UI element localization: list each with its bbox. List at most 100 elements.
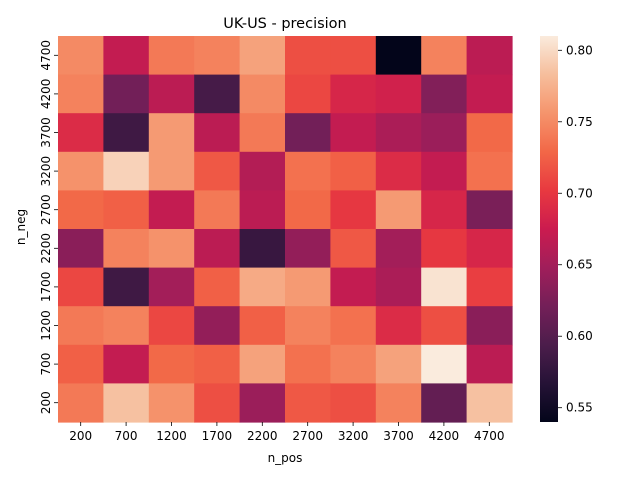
heatmap-cell-2200-3200 (330, 229, 377, 269)
heatmap-cell-2700-4700 (466, 190, 513, 230)
heatmap-cell-1700-700 (103, 267, 150, 307)
y-axis-label: n_neg (14, 209, 28, 245)
heatmap-cell-2200-200 (58, 229, 104, 269)
colorbar-tick-label: 0.75 (566, 115, 593, 129)
heatmap-cell-2200-1700 (194, 229, 241, 269)
heatmap-cell-2200-1200 (148, 229, 195, 269)
heatmap-cell-4700-1700 (194, 36, 241, 76)
heatmap-cell-1700-3700 (375, 267, 422, 307)
heatmap-cell-700-200 (58, 344, 104, 384)
heatmap-cells (58, 36, 513, 423)
heatmap-cell-700-1200 (148, 344, 195, 384)
heatmap-cell-700-700 (103, 344, 150, 384)
heatmap-cell-2700-4200 (421, 190, 468, 230)
heatmap-cell-3700-2200 (239, 113, 286, 153)
heatmap-cell-2700-3200 (330, 190, 377, 230)
heatmap-cell-200-4200 (421, 383, 468, 423)
y-tick-label: 1200 (39, 310, 53, 341)
x-tick-label: 200 (69, 429, 92, 443)
y-tick-label: 3700 (39, 117, 53, 148)
y-tick-label: 4700 (39, 40, 53, 71)
heatmap-cell-1200-1700 (194, 306, 241, 346)
heatmap-cell-700-3700 (375, 344, 422, 384)
y-tick-label: 200 (39, 391, 53, 414)
heatmap-cell-700-1700 (194, 344, 241, 384)
heatmap-cell-4200-200 (58, 74, 104, 114)
x-tick-label: 3700 (383, 429, 414, 443)
heatmap-cell-1200-700 (103, 306, 150, 346)
heatmap-cell-1700-1200 (148, 267, 195, 307)
heatmap-cell-4700-3200 (330, 36, 377, 76)
y-tick-label: 1700 (39, 272, 53, 303)
heatmap-cell-200-3700 (375, 383, 422, 423)
heatmap-cell-700-3200 (330, 344, 377, 384)
heatmap-cell-2200-700 (103, 229, 150, 269)
heatmap-cell-3200-2700 (285, 151, 331, 191)
heatmap-cell-2200-4200 (421, 229, 468, 269)
heatmap-cell-4700-700 (103, 36, 150, 76)
heatmap-cell-2200-2200 (239, 229, 286, 269)
heatmap-cell-4700-2700 (285, 36, 331, 76)
heatmap-cell-4200-4200 (421, 74, 468, 114)
heatmap-cell-3200-700 (103, 151, 150, 191)
heatmap-cell-3200-3700 (375, 151, 422, 191)
x-axis-label: n_pos (268, 451, 303, 465)
heatmap-cell-700-4200 (421, 344, 468, 384)
heatmap-cell-3200-4700 (466, 151, 513, 191)
heatmap-cell-2200-3700 (375, 229, 422, 269)
heatmap-cell-200-200 (58, 383, 104, 423)
heatmap-cell-1700-4700 (466, 267, 513, 307)
heatmap-cell-3700-700 (103, 113, 150, 153)
colorbar-ticks: 0.55 0.60 0.65 0.70 0.75 0.80 (558, 43, 593, 415)
heatmap-cell-1200-3700 (375, 306, 422, 346)
heatmap-cell-4200-700 (103, 74, 150, 114)
heatmap-cell-3700-3700 (375, 113, 422, 153)
heatmap-cell-2700-2200 (239, 190, 286, 230)
x-tick-label: 1700 (202, 429, 233, 443)
heatmap-cell-200-2200 (239, 383, 286, 423)
heatmap-cell-1700-3200 (330, 267, 377, 307)
y-tick-label: 3200 (39, 156, 53, 187)
heatmap-cell-1700-200 (58, 267, 104, 307)
heatmap-cell-3200-200 (58, 151, 104, 191)
heatmap-cell-4200-2200 (239, 74, 286, 114)
colorbar-tick-label: 0.80 (566, 43, 593, 57)
heatmap-cell-200-1700 (194, 383, 241, 423)
heatmap-cell-1200-4200 (421, 306, 468, 346)
x-axis-ticks: 200 700 1200 1700 2200 2700 3200 3700 4200 4700 (69, 422, 505, 443)
heatmap-cell-200-700 (103, 383, 150, 423)
colorbar-tick-label: 0.70 (566, 186, 593, 200)
heatmap-cell-3700-200 (58, 113, 104, 153)
y-axis-ticks: 4700 4200 3700 3200 2700 2200 1700 1200 700 200 (39, 40, 58, 414)
heatmap-cell-2200-4700 (466, 229, 513, 269)
heatmap-cell-1200-2700 (285, 306, 331, 346)
colorbar-tick-label: 0.65 (566, 258, 593, 272)
heatmap-cell-1200-200 (58, 306, 104, 346)
heatmap-cell-2700-2700 (285, 190, 331, 230)
heatmap-cell-1700-2200 (239, 267, 286, 307)
heatmap-cell-4700-4700 (466, 36, 513, 76)
heatmap-cell-200-2700 (285, 383, 331, 423)
heatmap-cell-4700-3700 (375, 36, 422, 76)
heatmap-cell-2700-700 (103, 190, 150, 230)
heatmap-cell-4200-3200 (330, 74, 377, 114)
heatmap-cell-3700-2700 (285, 113, 331, 153)
heatmap-cell-4200-3700 (375, 74, 422, 114)
x-tick-label: 1200 (156, 429, 187, 443)
heatmap-cell-1700-2700 (285, 267, 331, 307)
heatmap-cell-1200-3200 (330, 306, 377, 346)
x-tick-label: 2200 (247, 429, 278, 443)
y-tick-label: 2200 (39, 233, 53, 264)
heatmap-cell-3200-4200 (421, 151, 468, 191)
heatmap-cell-4200-1700 (194, 74, 241, 114)
heatmap-cell-4700-4200 (421, 36, 468, 76)
x-tick-label: 700 (115, 429, 138, 443)
heatmap-cell-3700-4700 (466, 113, 513, 153)
x-tick-label: 4200 (429, 429, 460, 443)
y-tick-label: 700 (39, 353, 53, 376)
heatmap-cell-3200-2200 (239, 151, 286, 191)
heatmap-cell-4200-2700 (285, 74, 331, 114)
heatmap-cell-2700-200 (58, 190, 104, 230)
x-tick-label: 3200 (338, 429, 369, 443)
